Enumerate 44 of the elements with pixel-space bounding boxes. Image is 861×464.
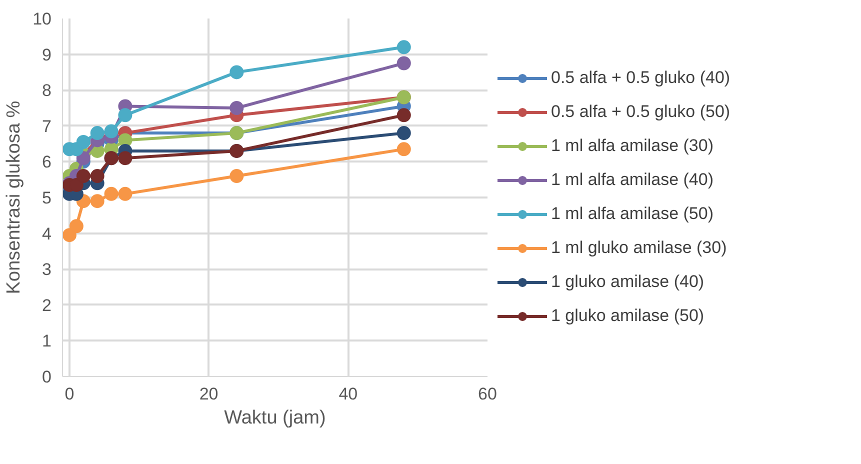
legend-label: 1 ml alfa amilase (50) [551, 204, 714, 224]
point [104, 186, 118, 201]
y-tick-label: 5 [42, 188, 52, 208]
point [118, 186, 132, 201]
y-tick-label: 2 [42, 296, 52, 315]
point [396, 108, 411, 122]
point [396, 142, 411, 156]
y-tick-label: 9 [42, 45, 52, 64]
y-tick-label: 7 [42, 116, 52, 136]
point [230, 169, 244, 184]
x-tick-label: 0 [64, 384, 74, 404]
point [76, 169, 90, 184]
y-tick-label: 10 [32, 10, 52, 28]
legend-label: 1 ml gluko amilase (30) [551, 238, 727, 258]
legend-label: 1 ml alfa amilase (40) [551, 170, 714, 190]
point [396, 40, 411, 54]
point [230, 101, 244, 115]
point [90, 126, 104, 140]
y-tick-label: 3 [42, 260, 52, 280]
legend-label: 0.5 alfa + 0.5 gluko (40) [551, 68, 730, 88]
legend-label: 1 ml alfa amilase (30) [551, 136, 714, 156]
legend-label: 0.5 alfa + 0.5 gluko (50) [551, 102, 730, 122]
x-tick-label: 60 [478, 384, 497, 404]
point [230, 65, 244, 80]
point [62, 228, 76, 242]
y-tick-label: 1 [42, 332, 52, 351]
y-tick-label: 0 [42, 368, 52, 386]
point [69, 219, 84, 234]
x-tick-label: 20 [199, 384, 218, 404]
point [90, 169, 104, 184]
y-tick-label: 8 [42, 81, 52, 100]
point [90, 194, 104, 208]
point [76, 135, 90, 149]
y-axis-title: Konsentrasi glukosa % [4, 100, 25, 294]
x-axis-title: Waktu (jam) [224, 408, 326, 428]
legend-label: 1 gluko amilase (50) [551, 306, 704, 326]
y-tick-label: 4 [42, 224, 52, 244]
y-tick-label: 6 [42, 152, 52, 172]
point [396, 126, 411, 140]
point [396, 56, 411, 70]
legend-label: 1 gluko amilase (40) [551, 272, 704, 292]
x-tick-label: 40 [338, 384, 358, 404]
point [118, 108, 132, 122]
point [118, 151, 132, 166]
